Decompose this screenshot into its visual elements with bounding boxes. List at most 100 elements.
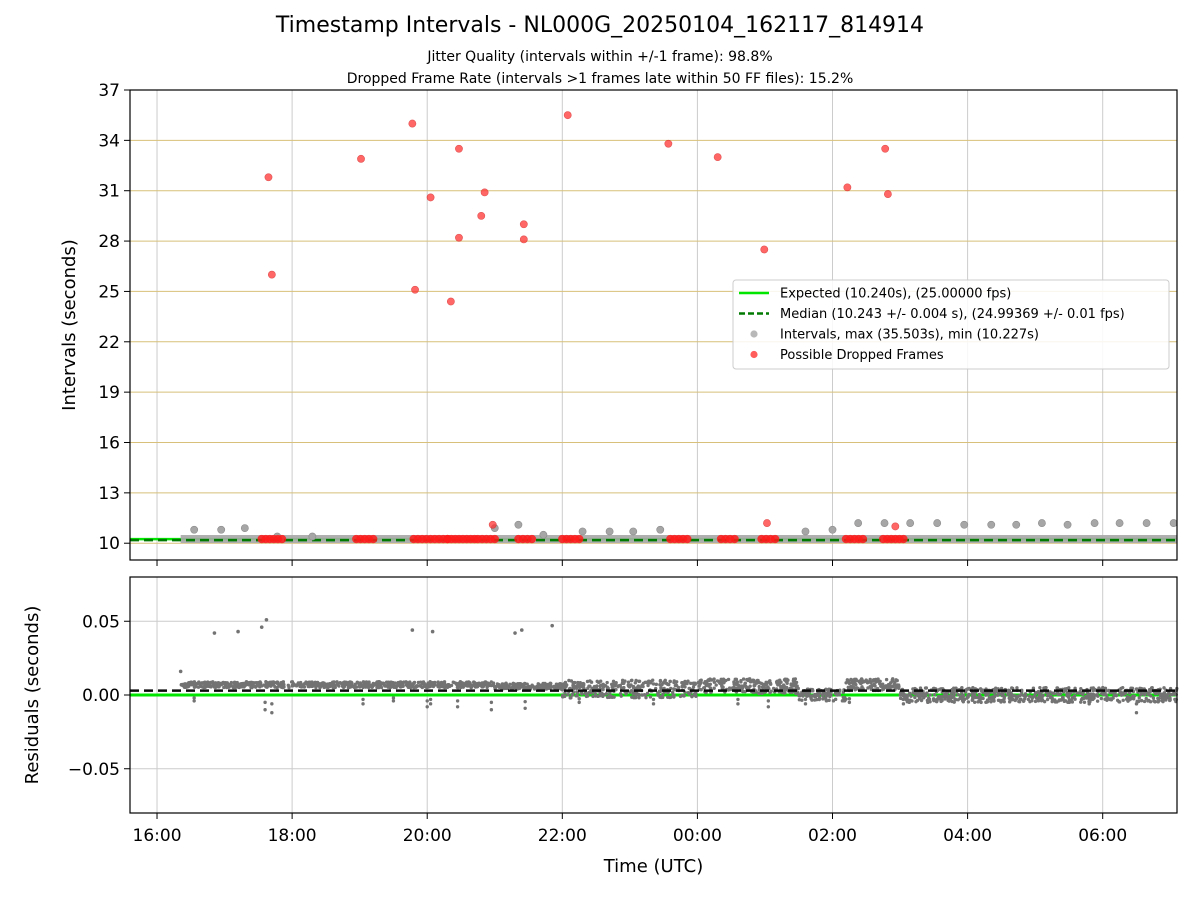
residual-point xyxy=(279,680,284,685)
residual-point xyxy=(658,689,663,694)
residual-point xyxy=(971,697,975,702)
dropped-frame-point xyxy=(357,154,365,163)
dropped-frame-point xyxy=(446,297,455,306)
residual-point xyxy=(576,680,580,685)
legend-intervals-marker xyxy=(750,330,758,338)
residual-point xyxy=(798,693,802,697)
residual-point xyxy=(1042,686,1046,690)
residual-point xyxy=(932,693,937,697)
residual-point xyxy=(672,693,676,697)
residual-point xyxy=(985,691,989,695)
residual-point xyxy=(1062,699,1067,704)
dropped-frame-baseline-point xyxy=(770,534,780,544)
residual-point xyxy=(1045,697,1050,702)
time-x-ticks: 16:00 18:00 20:00 22:00 00:00 02:00 04:00 06:00 xyxy=(133,813,1127,846)
residual-point xyxy=(911,687,915,691)
residual-point xyxy=(788,686,793,690)
residual-point xyxy=(358,684,362,689)
intervals-frame xyxy=(129,89,1178,561)
residual-point xyxy=(817,696,822,700)
interval-point xyxy=(1142,519,1151,527)
residual-point xyxy=(1006,692,1010,697)
residual-point xyxy=(542,685,546,689)
residual-point xyxy=(1137,696,1141,700)
residual-point xyxy=(794,691,798,696)
interval-point xyxy=(190,525,199,534)
residual-point xyxy=(756,678,760,683)
residual-point xyxy=(1156,696,1160,701)
residual-point xyxy=(560,688,565,692)
residual-point xyxy=(735,680,740,684)
interval-point xyxy=(514,520,523,529)
residual-dip-point xyxy=(803,697,808,702)
residual-point xyxy=(869,681,873,685)
residual-point xyxy=(589,691,594,695)
residual-point xyxy=(585,679,590,684)
residual-point xyxy=(662,686,666,691)
residual-point xyxy=(1085,691,1090,695)
residual-dip-point xyxy=(847,700,852,705)
residual-point xyxy=(282,682,286,687)
residual-point xyxy=(706,678,711,682)
residual-point xyxy=(896,685,901,689)
residual-point xyxy=(938,687,942,692)
residual-dip-point xyxy=(1087,702,1091,706)
residual-dip-point xyxy=(736,697,740,702)
residual-point xyxy=(1002,696,1006,701)
interval-point xyxy=(578,527,587,536)
residual-point xyxy=(349,680,353,685)
residual-dip-point xyxy=(270,711,274,715)
residual-point xyxy=(1069,691,1073,695)
residual-point xyxy=(680,684,685,688)
residual-point xyxy=(368,683,372,687)
residual-point xyxy=(222,685,226,690)
residual-point xyxy=(1008,695,1012,699)
residual-point xyxy=(883,684,887,689)
residual-point xyxy=(890,678,894,682)
residual-point xyxy=(645,691,650,696)
residual-point xyxy=(256,681,260,685)
residual-point xyxy=(734,677,739,682)
residual-point xyxy=(638,685,642,689)
interval-point xyxy=(906,519,915,527)
residual-point xyxy=(631,684,636,689)
residual-point xyxy=(618,691,623,696)
residual-point xyxy=(641,684,645,689)
dropped-frame-point xyxy=(891,522,900,531)
dropped-frame-baseline-point xyxy=(574,534,584,544)
residual-point xyxy=(446,683,451,687)
residual-point xyxy=(511,681,515,686)
dropped-frame-point xyxy=(760,245,769,254)
residual-point xyxy=(613,684,617,688)
residual-point xyxy=(386,682,390,686)
residual-point xyxy=(629,678,634,683)
residual-outlier-point xyxy=(430,629,435,634)
residual-point xyxy=(727,686,732,690)
residual-point xyxy=(923,686,928,690)
interval-point xyxy=(933,519,942,527)
residual-point xyxy=(831,699,836,703)
residual-point xyxy=(961,694,966,698)
y-tick-label: 22 xyxy=(98,333,120,353)
legend-dropped-marker xyxy=(750,350,758,359)
residual-point xyxy=(674,680,679,684)
dropped-frame-point xyxy=(843,183,852,192)
residual-point xyxy=(710,678,714,682)
residual-point xyxy=(207,682,212,686)
residual-outlier-point xyxy=(513,631,517,635)
residual-point xyxy=(741,684,745,689)
residual-point xyxy=(546,686,551,690)
residual-point xyxy=(903,693,907,697)
residual-point xyxy=(628,690,632,694)
intervals-y-ticks: 10 13 16 19 22 25 28 31 34 37 xyxy=(98,81,1104,566)
residual-point xyxy=(637,679,642,683)
residuals-y-label: Residuals (seconds) xyxy=(22,606,43,785)
dropped-frame-baseline-point xyxy=(730,534,739,544)
residual-point xyxy=(854,682,858,687)
residual-point xyxy=(396,680,400,685)
residual-point xyxy=(481,684,486,688)
residual-point xyxy=(734,686,738,691)
residual-point xyxy=(996,691,1001,695)
residual-point xyxy=(1149,694,1153,698)
residual-point xyxy=(970,694,975,699)
